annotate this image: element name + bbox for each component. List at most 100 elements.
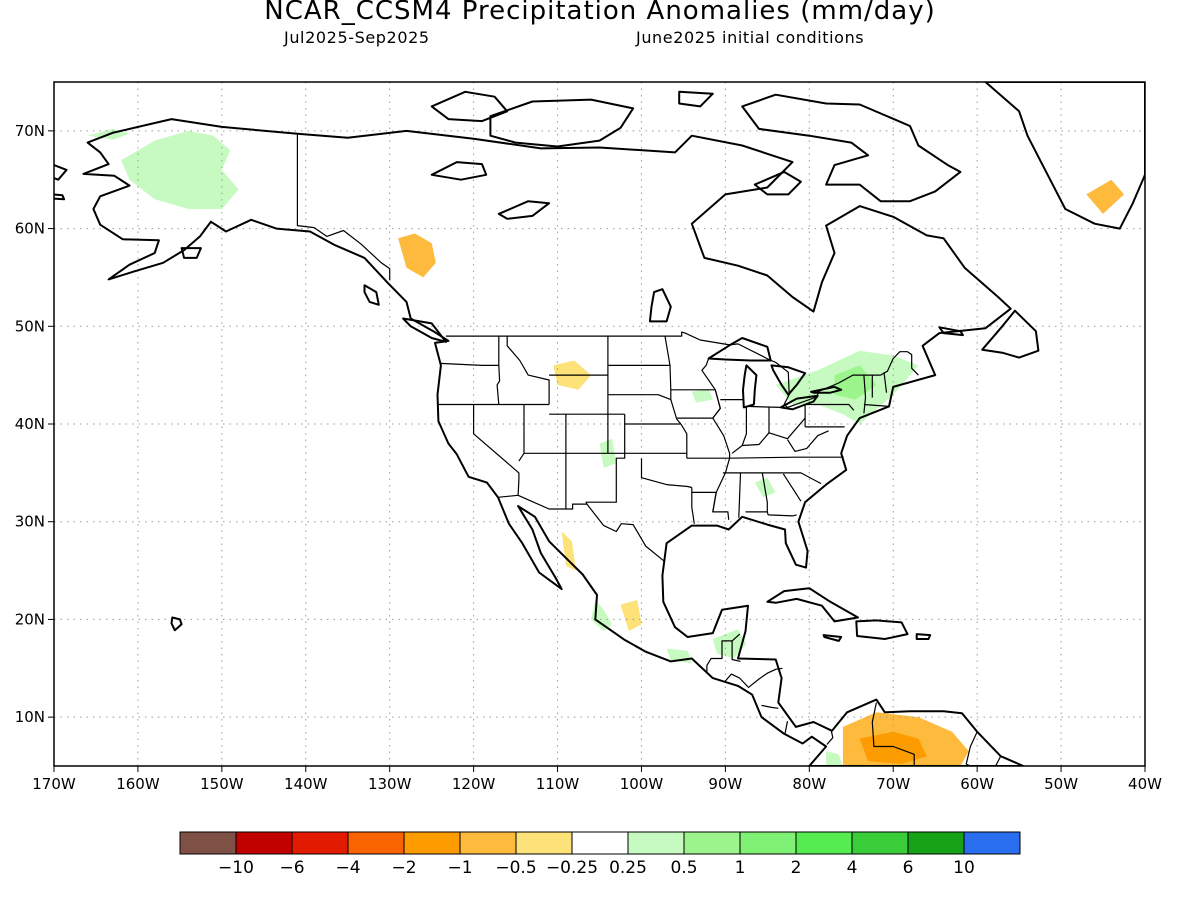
coastline-puerto-rico — [915, 633, 932, 640]
colorbar-swatch — [571, 831, 629, 855]
border-ms-river — [712, 389, 731, 513]
coastline-sakhalin-chukotka-edge — [54, 164, 68, 181]
colorbar-swatch — [459, 831, 517, 855]
colorbar: −10 −6 −4 −2 −1 −0.5 −0.25 0.25 0.5 1 2 4 6 10 — [179, 831, 1021, 878]
forecast-period: Jul2025-Sep2025 — [284, 28, 430, 47]
lon-tick-label: 130W — [368, 775, 412, 793]
border-us-mexico — [497, 494, 666, 563]
coastline-jamaica — [822, 634, 843, 642]
colorbar-label: 6 — [903, 858, 914, 878]
coastline-great-bear-lake — [430, 161, 488, 181]
lat-tick-label: 40N — [15, 415, 45, 433]
coastline-kodiak — [180, 247, 202, 259]
lon-tick-label: 170W — [32, 775, 76, 793]
anomaly-fill-layer — [87, 96, 1145, 766]
lon-tick-label: 40W — [1128, 775, 1162, 793]
anomaly-alaska-wet — [121, 130, 239, 209]
colorbar-swatch — [627, 831, 685, 855]
anomaly-sw-mexico-dry-core — [561, 531, 576, 571]
coastline-north-america-mainland — [82, 118, 1025, 766]
colorbar-label: −6 — [279, 858, 304, 878]
colorbar-label: 1 — [735, 858, 746, 878]
border-central-america-3 — [747, 667, 783, 689]
anomaly-quebec-dry — [784, 233, 952, 322]
lon-tick-label: 70W — [876, 775, 910, 793]
coastline-banks-island — [430, 90, 509, 123]
colorbar-swatch — [235, 831, 293, 855]
colorbar-swatch — [739, 831, 797, 855]
coastline-great-slave-lake — [497, 200, 551, 220]
colorbar-label: −1 — [447, 858, 472, 878]
border-mi-in-oh — [746, 405, 781, 408]
lon-tick-label: 110W — [536, 775, 580, 793]
anomaly-greenland-north-dry — [1052, 96, 1087, 109]
border-alaska-canada — [296, 133, 391, 281]
anomaly-florida-dry — [792, 531, 806, 551]
colorbar-label: −4 — [335, 858, 360, 878]
coastline-lake-ontario — [810, 385, 843, 394]
anomaly-south-america-dry-core — [859, 731, 927, 764]
border-ca-nv — [473, 404, 520, 496]
border-id-west — [496, 336, 501, 405]
lon-tick-label: 120W — [452, 775, 496, 793]
colorbar-label: −0.5 — [495, 858, 536, 878]
border-fl-north — [745, 511, 797, 517]
border-dakota-mn — [664, 335, 682, 425]
lat-tick-label: 50N — [15, 317, 45, 335]
border-central-america-2 — [724, 673, 749, 688]
anomaly-ne-us-wet-core — [834, 365, 877, 400]
border-wv-va — [786, 430, 829, 452]
lon-tick-label: 90W — [708, 775, 742, 793]
anomaly-yukon-dry-spot — [452, 199, 470, 224]
colorbar-label: 0.5 — [670, 858, 697, 878]
coastline-lake-huron — [770, 364, 807, 396]
border-co-ks-ok — [585, 414, 626, 505]
colorbar-swatch — [515, 831, 573, 855]
colorbar-swatch — [403, 831, 461, 855]
border-wa-or — [439, 362, 499, 366]
border-ma-south — [863, 403, 890, 407]
colorbar-label: 0.25 — [609, 858, 647, 878]
coastline-somerset-island — [678, 90, 714, 108]
colorbar-swatch — [347, 831, 405, 855]
colorbar-swatch — [851, 831, 909, 855]
coastline-hawaii — [170, 616, 183, 632]
border-pa-ny — [805, 403, 855, 411]
anomaly-bc-dry-core — [398, 233, 436, 278]
lon-tick-label: 80W — [792, 775, 826, 793]
border-central-america-1 — [731, 640, 741, 662]
coastline-newfoundland — [981, 309, 1040, 359]
coastline-cuba — [766, 587, 859, 623]
coastline-haida-gwaii — [363, 284, 380, 306]
colorbar-swatch — [179, 831, 237, 855]
colorbar-label: −10 — [218, 858, 254, 878]
map-title: NCAR_CCSM4 Precipitation Anomalies (mm/d… — [264, 0, 936, 26]
coastline-layer — [54, 82, 1145, 766]
lon-tick-label: 60W — [960, 775, 994, 793]
colorbar-label: 10 — [953, 858, 975, 878]
lon-tick-label: 50W — [1044, 775, 1078, 793]
colorbar-label: −0.25 — [546, 858, 598, 878]
lon-tick-label: 100W — [620, 775, 664, 793]
coastline-anticosti — [938, 326, 964, 337]
border-ok-tx — [640, 458, 692, 489]
lat-tick-label: 60N — [15, 220, 45, 238]
border-id-mt-wy — [506, 336, 550, 405]
colorbar-label: −2 — [391, 858, 416, 878]
border-colombia-venezuela — [871, 702, 915, 766]
lat-tick-label: 30N — [15, 513, 45, 531]
border-ms-al — [738, 472, 742, 518]
coastline-victoria-island — [489, 98, 635, 148]
border-panama-colombia — [826, 729, 834, 745]
border-mn-wi — [701, 358, 716, 391]
anomaly-yucatan-wet — [712, 629, 747, 659]
coastline-st-lawrence-island — [54, 193, 66, 201]
colorbar-swatch — [963, 831, 1021, 855]
coastline-vancouver-island — [402, 317, 447, 343]
border-canada-us-49th — [445, 331, 919, 408]
lat-tick-label: 20N — [15, 610, 45, 628]
colorbar-swatch — [683, 831, 741, 855]
lon-tick-label: 150W — [200, 775, 244, 793]
border-tx-la — [691, 487, 695, 524]
anomaly-colombia-wet — [826, 751, 843, 766]
